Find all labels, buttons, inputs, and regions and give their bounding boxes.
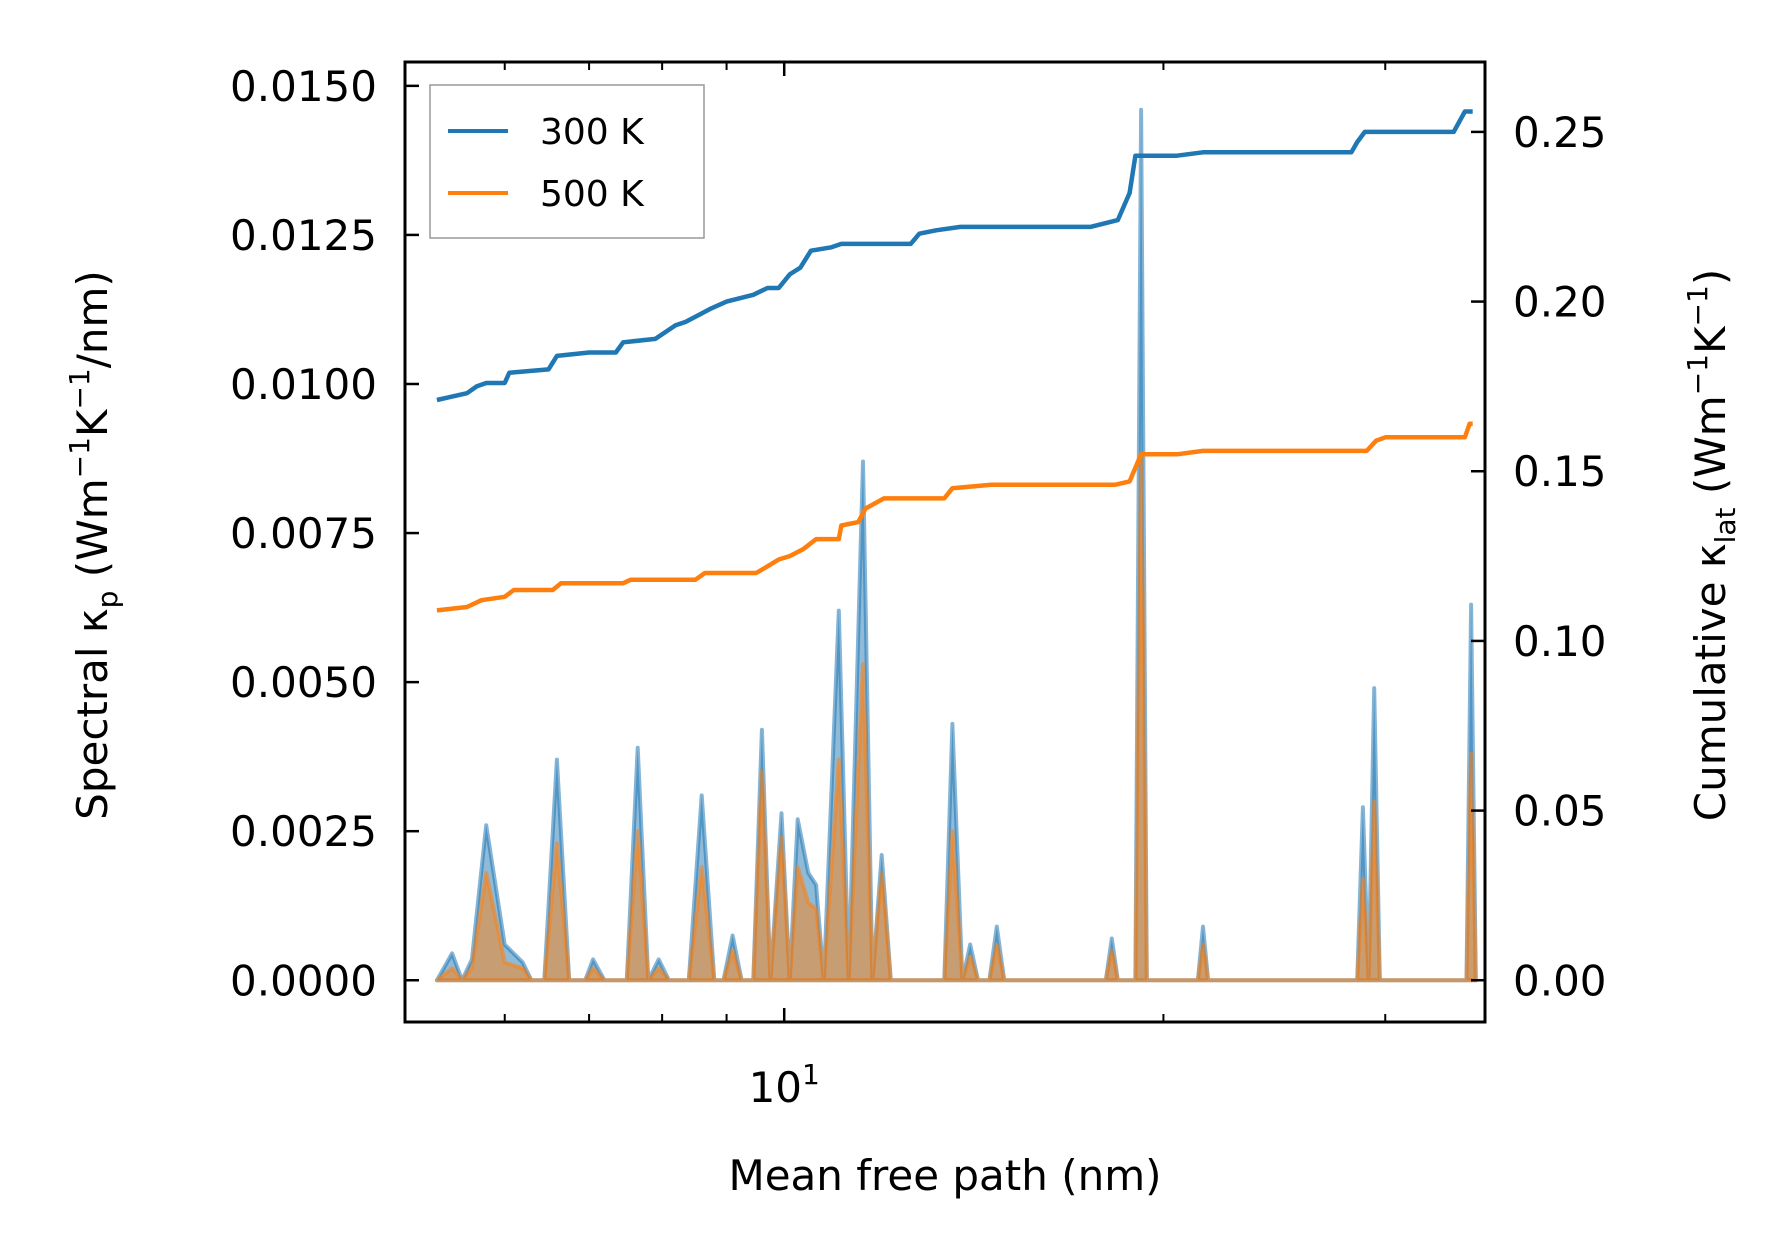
y-right-tick-label: 0.15	[1513, 447, 1607, 496]
y-left-tick-label: 0.0150	[230, 62, 377, 111]
y-left-tick-label: 0.0050	[230, 658, 377, 707]
legend-label-500k: 500 K	[540, 174, 645, 215]
spectral-area-500k	[434, 453, 1478, 983]
y-right-tick-label: 0.20	[1513, 278, 1607, 327]
axis-layer: 0.0000 0.0025 0.0050 0.0075 0.0100 0.0125 0.01…	[230, 62, 1607, 1022]
y-right-tick-label: 0.10	[1513, 617, 1607, 666]
y-right-tick-label: 0.00	[1513, 956, 1607, 1005]
y-left-tick-label: 0.0100	[230, 360, 377, 409]
plot-frame	[403, 60, 1487, 1024]
y-left-tick-label: 0.0025	[230, 807, 377, 856]
legend-frame	[429, 84, 705, 239]
cumulative-line-500k	[436, 421, 1473, 613]
x-tick-label-10: 101	[749, 1058, 820, 1112]
y-right-tick-label: 0.25	[1513, 108, 1607, 157]
legend-label-300k: 300 K	[540, 112, 645, 153]
y-right-tick-label: 0.05	[1513, 787, 1607, 836]
cumulative-line-300k	[436, 109, 1473, 403]
y-right-axis-title: Cumulative κlat (Wm−1K−1)	[1681, 269, 1742, 821]
series-layer	[434, 107, 1478, 983]
x-axis-title: Mean free path (nm)	[728, 1151, 1161, 1200]
y-left-tick-label: 0.0075	[230, 509, 377, 558]
y-left-tick-label: 0.0000	[230, 956, 377, 1005]
legend: 300 K 500 K	[429, 84, 705, 239]
y-left-axis-title: Spectral κp (Wm−1K−1/nm)	[63, 270, 124, 820]
y-left-tick-label: 0.0125	[230, 211, 377, 260]
